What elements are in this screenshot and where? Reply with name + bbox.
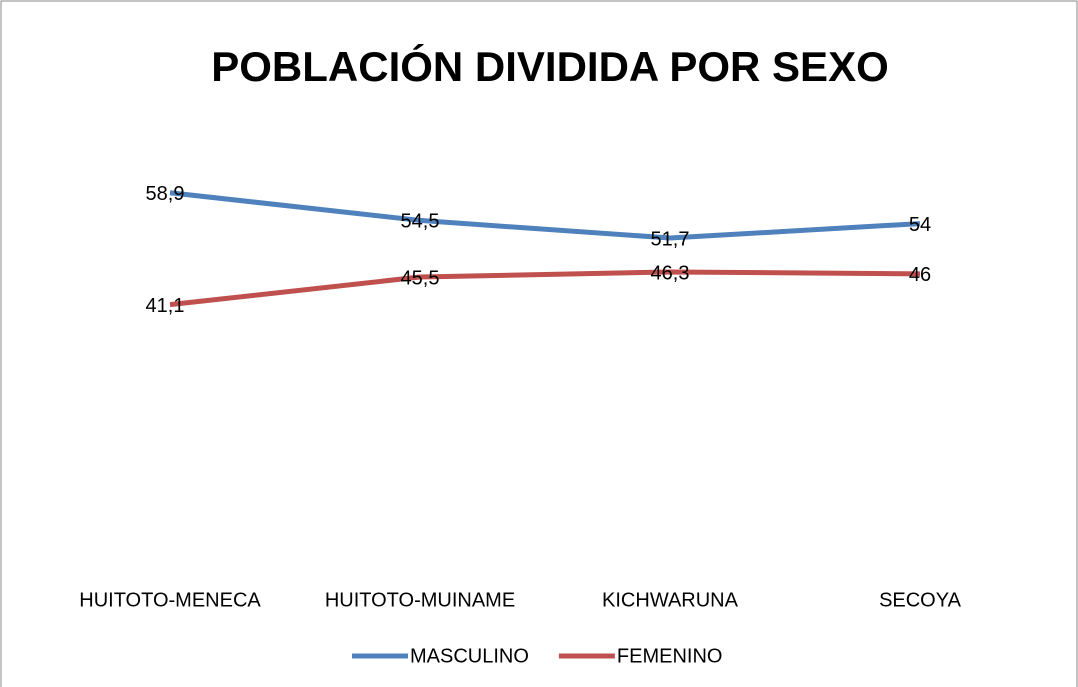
data-label: 54 (909, 214, 931, 236)
data-label: 46,3 (651, 262, 690, 284)
series-line (169, 269, 921, 308)
series-line (169, 190, 921, 241)
chart-title: POBLACIÓN DIVIDIDA POR SEXO (211, 42, 889, 90)
x-tick-label: SECOYA (879, 589, 962, 611)
legend-label: FEMENINO (617, 645, 723, 667)
data-label: 51,7 (651, 228, 690, 250)
legend-label: MASCULINO (410, 645, 529, 667)
x-tick-label: HUITOTO-MUINAME (325, 589, 515, 611)
data-label: 46 (909, 264, 931, 286)
data-label: 54,5 (401, 211, 440, 233)
x-tick-label: KICHWARUNA (602, 589, 739, 611)
data-label: 45,5 (401, 267, 440, 289)
data-label: 58,9 (146, 183, 185, 205)
data-label: 41,1 (146, 295, 185, 317)
x-tick-label: HUITOTO-MENECA (79, 589, 261, 611)
